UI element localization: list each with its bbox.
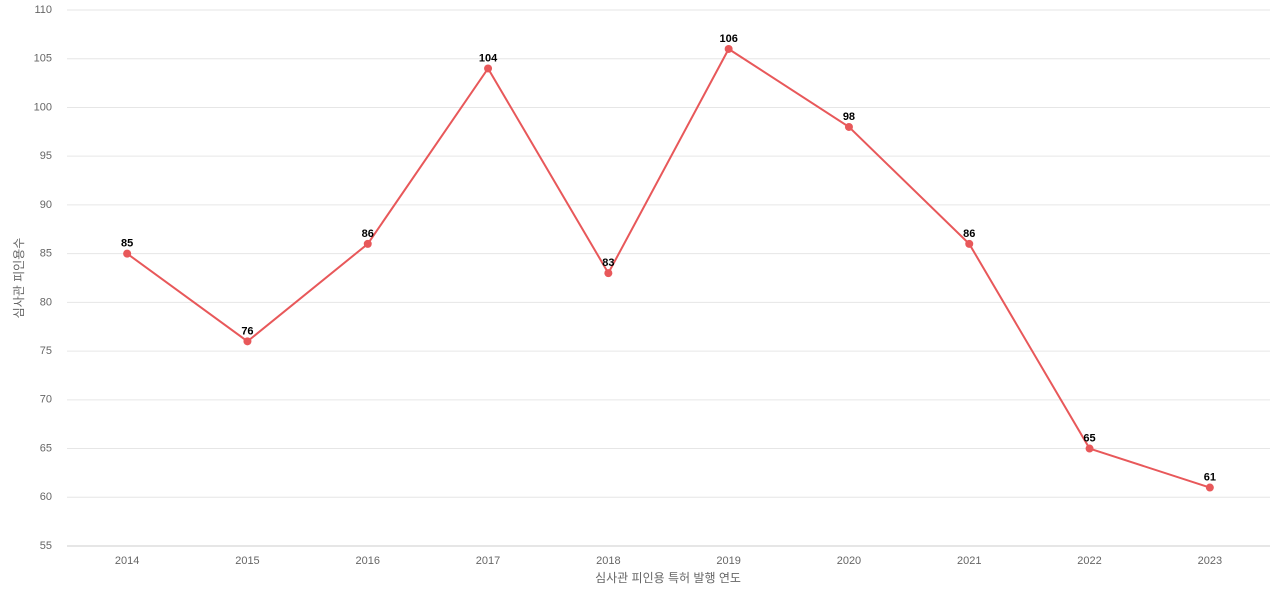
y-tick-label: 75 (40, 345, 52, 357)
point (604, 269, 613, 278)
y-tick-label: 55 (40, 540, 52, 552)
y-tick-label: 80 (40, 296, 52, 308)
point (243, 337, 252, 346)
value-label: 86 (963, 228, 975, 240)
point (484, 64, 493, 73)
x-tick-label: 2022 (1077, 555, 1101, 567)
point (1085, 444, 1094, 453)
value-label: 86 (362, 228, 374, 240)
y-tick-label: 70 (40, 394, 52, 406)
value-label: 61 (1204, 471, 1216, 483)
point (965, 239, 974, 248)
y-tick-label: 90 (40, 199, 52, 211)
y-tick-label: 110 (34, 4, 52, 16)
point (724, 44, 733, 53)
point (1205, 483, 1214, 492)
x-tick-label: 2021 (957, 555, 981, 567)
y-tick-label: 95 (40, 150, 52, 162)
line (126, 47, 1211, 489)
x-tick-label: 2017 (476, 555, 500, 567)
y-tick-label: 65 (40, 442, 52, 454)
x-tick-label: 2019 (716, 555, 740, 567)
x-axis-title: 심사관 피인용 특허 발행 연도 (595, 570, 741, 585)
x-tick-label: 2018 (596, 555, 620, 567)
y-tick-label: 100 (34, 101, 52, 113)
x-tick-label: 2015 (235, 555, 259, 567)
y-tick-label: 85 (40, 248, 52, 260)
value-label: 106 (719, 33, 737, 45)
x-tick-label: 2020 (837, 555, 861, 567)
value-label: 104 (479, 52, 498, 64)
value-label: 65 (1083, 432, 1095, 444)
value-label: 76 (241, 325, 253, 337)
y-tick-label: 105 (34, 53, 52, 65)
value-label: 83 (602, 257, 614, 269)
point (123, 249, 132, 258)
value-label: 98 (843, 111, 855, 123)
x-tick-label: 2014 (115, 555, 139, 567)
value-label: 85 (121, 238, 133, 250)
x-tick-label: 2023 (1198, 555, 1222, 567)
y-tick-label: 60 (40, 491, 52, 503)
point (844, 122, 853, 131)
point (363, 239, 372, 248)
x-tick-label: 2016 (356, 555, 380, 567)
y-axis-title: 심사관 피인용수 (12, 238, 26, 319)
